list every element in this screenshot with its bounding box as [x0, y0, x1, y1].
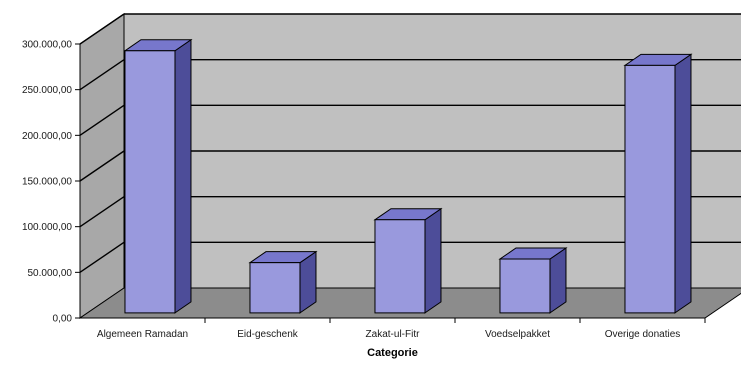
bar [498, 247, 568, 314]
bar-front [374, 219, 426, 314]
gridline-side [79, 196, 125, 228]
x-tick-label: Zakat-ul-Fitr [366, 329, 421, 340]
x-tick-label: Algemeen Ramadan [97, 329, 188, 340]
bar [123, 38, 193, 314]
gridline-side [79, 59, 125, 91]
x-axis-label: Categorie [367, 347, 418, 359]
bar [623, 53, 693, 314]
y-tick-label: 200.000,00 [22, 131, 72, 142]
bar-front [124, 50, 176, 314]
y-tick-label: 250.000,00 [22, 85, 72, 96]
y-axis-ticks: 0,00 50.000,00 100.000,00 150.000,00 200.000… [22, 40, 80, 325]
bar [248, 250, 318, 314]
gridline-side [79, 150, 125, 182]
bar-side [424, 207, 442, 314]
x-tick-label: Overige donaties [605, 329, 681, 340]
gridline-side [79, 13, 125, 45]
gridline-side [79, 241, 125, 273]
bars [123, 38, 693, 314]
y-tick-label: 50.000,00 [28, 268, 73, 279]
y-tick-label: 0,00 [53, 314, 73, 325]
gridline-side [79, 104, 125, 136]
bar-side [174, 38, 192, 314]
bar-front [624, 64, 676, 314]
y-tick-label: 300.000,00 [22, 40, 72, 51]
y-tick-label: 150.000,00 [22, 177, 72, 188]
bar-side [674, 53, 692, 314]
bar-front [249, 262, 301, 314]
x-axis-ticks: Algemeen Ramadan Eid-geschenk Zakat-ul-Fit… [97, 318, 706, 340]
x-tick-label: Voedselpakket [485, 329, 550, 340]
bar-front [499, 258, 551, 314]
y-tick-label: 100.000,00 [22, 222, 72, 233]
bar [373, 207, 443, 314]
x-tick-label: Eid-geschenk [237, 329, 299, 340]
